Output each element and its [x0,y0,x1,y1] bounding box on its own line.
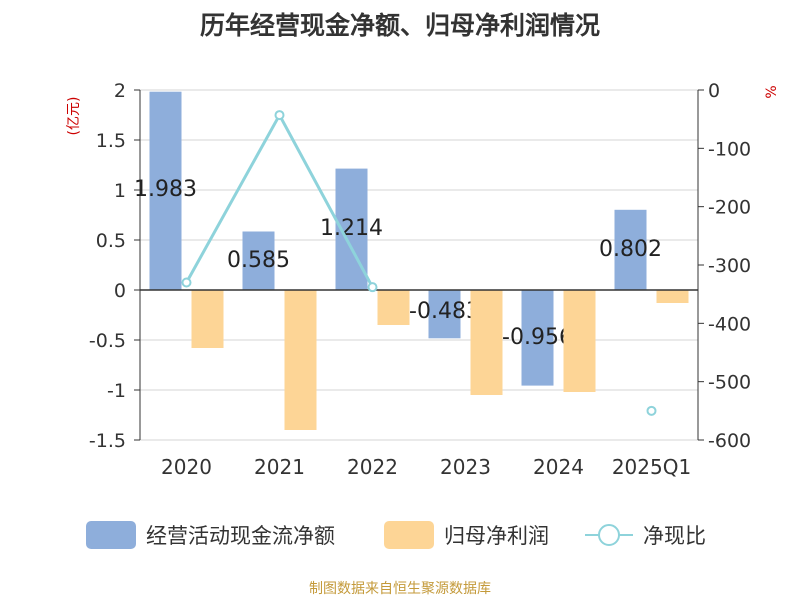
ratio-point [646,405,657,416]
x-axis-tick-label: 2024 [533,455,584,479]
cashflow-bar [428,290,461,339]
cashflow-data-label: -0.956 [502,325,573,350]
right-axis-tick-label: -600 [708,430,751,452]
chart-title: 历年经营现金净额、归母净利润情况 [199,11,600,40]
netprofit-bar [470,290,503,395]
left-axis-title: (亿元) [66,97,82,136]
ratio-point [367,282,378,293]
legend-label: 经营活动现金流净额 [146,524,335,548]
cashflow-data-label: 0.585 [227,248,290,273]
right-axis-tick-label: -500 [708,372,751,394]
right-axis-tick-label: -300 [708,255,751,277]
cashflow-bar [149,91,182,290]
netprofit-bar [563,290,596,392]
cashflow-bar [242,231,275,290]
right-axis-title: % [764,85,780,98]
netprofit-bar [191,290,224,348]
left-axis-tick-label: 0.5 [96,230,126,252]
left-axis-tick-label: 2 [114,80,126,102]
cashflow-data-label: 1.983 [134,177,197,202]
left-axis-tick-label: -1.5 [89,430,126,452]
cashflow-data-label: -0.483 [409,299,480,324]
left-axis-tick-label: -1 [107,380,126,402]
netprofit-bar [284,290,317,430]
cashflow-data-label: 0.802 [599,237,662,262]
right-axis-tick-label: -400 [708,313,751,335]
x-axis-tick-label: 2020 [161,455,212,479]
legend-label: 净现比 [643,524,706,548]
ratio-point [274,110,285,121]
left-axis-tick-label: 0 [114,280,126,302]
right-axis-tick-label: -200 [708,197,751,219]
netprofit-bar [656,290,689,303]
cashflow-data-label: 1.214 [320,216,383,241]
legend-swatch [86,521,136,549]
x-axis-tick-label: 2021 [254,455,305,479]
netprofit-bar [377,290,410,325]
legend-label: 归母净利润 [444,524,549,548]
x-axis-tick-label: 2025Q1 [612,455,691,479]
left-axis-tick-label: 1 [114,180,126,202]
source-credit: 制图数据来自恒生聚源数据库 [309,581,491,597]
legend-swatch [384,521,434,549]
right-axis-tick-label: -100 [708,138,751,160]
cashflow-bar [521,290,554,386]
legend-marker [598,524,620,546]
x-axis-tick-label: 2022 [347,455,398,479]
x-axis-tick-label: 2023 [440,455,491,479]
left-axis-tick-label: -0.5 [89,330,126,352]
right-axis-tick-label: 0 [708,80,720,102]
cashflow-bar [614,209,647,290]
ratio-point [181,277,192,288]
left-axis-tick-label: 1.5 [96,130,126,152]
